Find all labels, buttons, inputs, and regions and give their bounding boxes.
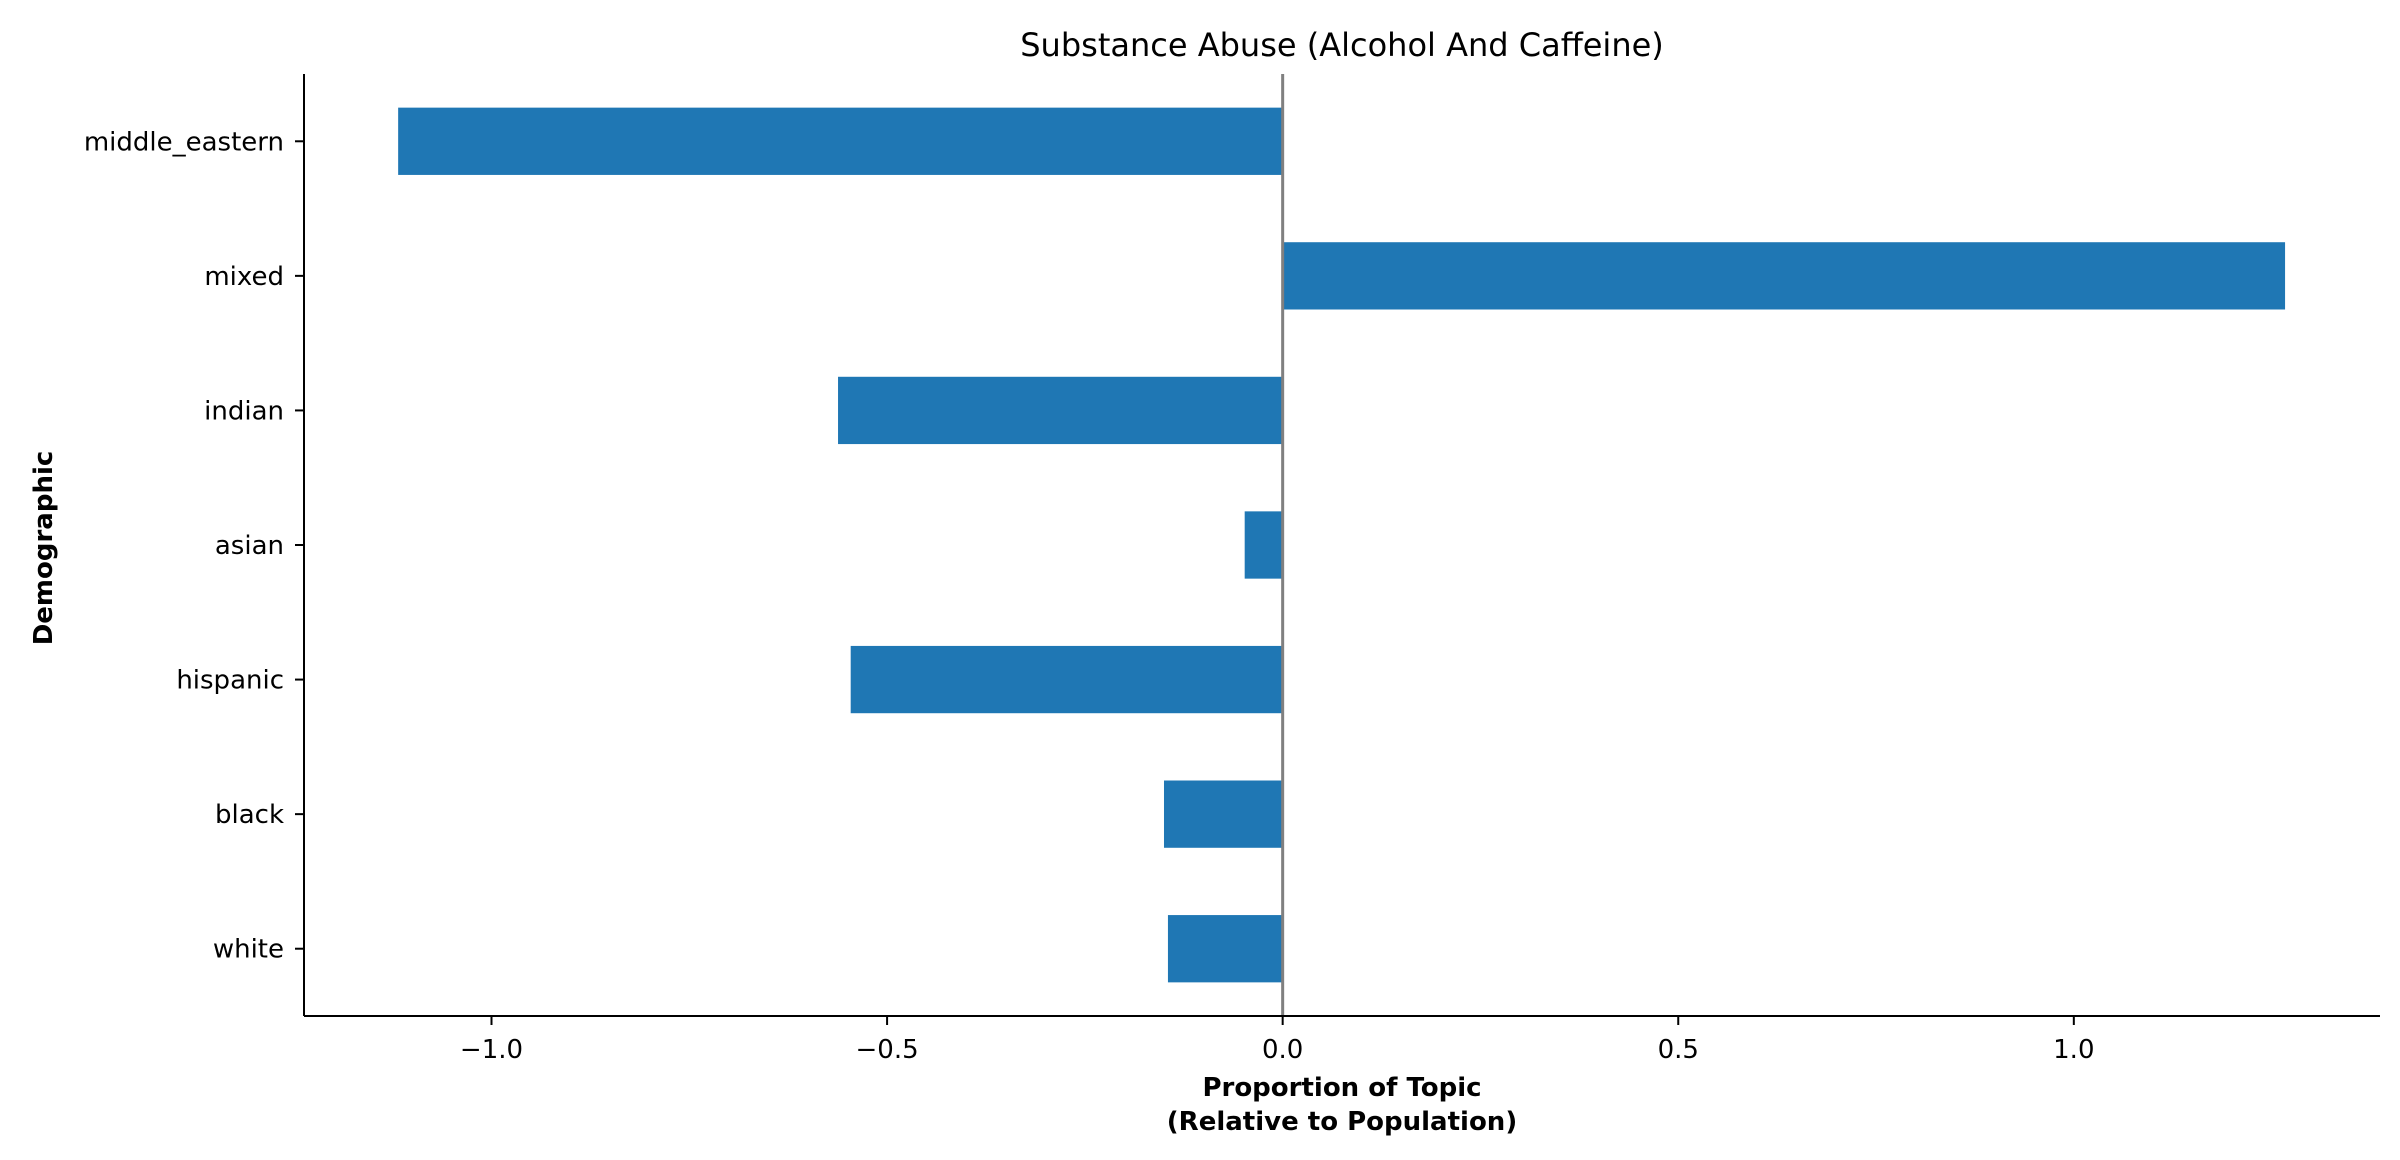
- bar-hispanic: [850, 645, 1283, 714]
- x-axis-label-line2: (Relative to Population): [1167, 1107, 1517, 1137]
- x-tick-label: −0.5: [856, 1035, 919, 1065]
- x-tick-label: 0.0: [1262, 1035, 1303, 1065]
- x-tick-label: −1.0: [460, 1035, 523, 1065]
- bar-mixed: [1282, 242, 2286, 310]
- y-tick-label-indian: indian: [204, 396, 284, 426]
- bar-indian: [838, 376, 1283, 445]
- y-tick-label-hispanic: hispanic: [176, 666, 284, 696]
- y-tick-label-black: black: [215, 800, 284, 830]
- x-tick-label: 1.0: [2053, 1035, 2094, 1065]
- bar-asian: [1244, 511, 1283, 579]
- y-tick-label-mixed: mixed: [204, 262, 284, 292]
- x-axis-label-line1: Proportion of Topic: [1202, 1073, 1481, 1103]
- bar-white: [1167, 915, 1283, 983]
- y-tick-label-asian: asian: [215, 531, 284, 561]
- chart-title: Substance Abuse (Alcohol And Caffeine): [1020, 26, 1664, 64]
- bars-group: [398, 107, 2286, 983]
- bar-black: [1163, 780, 1283, 848]
- bar-middle_eastern: [398, 107, 1283, 175]
- y-axis-label: Demographic: [29, 451, 59, 646]
- y-tick-label-middle_eastern: middle_eastern: [84, 127, 284, 157]
- y-tick-label-white: white: [213, 935, 284, 965]
- x-tick-label: 0.5: [1658, 1035, 1699, 1065]
